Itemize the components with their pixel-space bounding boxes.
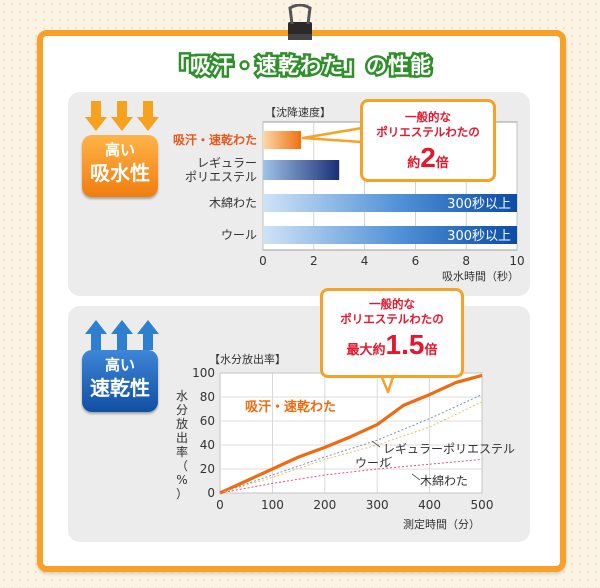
x-axis-label: 測定時間（分） (403, 517, 480, 531)
x-tick-label: 500 (471, 498, 494, 512)
page-title: 「吸汗・速乾わた」の性能 (166, 52, 434, 81)
category-label: ウール (221, 228, 257, 242)
x-tick-label: 300 (366, 498, 389, 512)
y-tick-label: 80 (200, 390, 215, 404)
y-axis-label-char: 率 (176, 444, 188, 459)
leader-line (371, 440, 381, 448)
y-tick-label: 20 (200, 462, 215, 476)
y-axis-label-char: 分 (176, 403, 188, 417)
callout-number: 2 (420, 142, 436, 173)
series-line (219, 394, 483, 494)
series-label: ウール (355, 456, 391, 470)
category-label: 木綿わた (209, 196, 257, 210)
y-axis-label-char: 出 (176, 431, 188, 445)
binder-clip-icon (288, 4, 312, 40)
y-axis-label-char: 水 (176, 389, 188, 403)
x-tick-label: 6 (412, 254, 420, 268)
leader-line (379, 456, 393, 463)
bar (263, 226, 517, 244)
high-absorbency-badge: 高い 吸水性 (82, 135, 158, 197)
category-label: ポリエステル (185, 170, 257, 184)
quick-dry-callout: 一般的な ポリエステルわたの 最大約1.5倍 (320, 288, 464, 378)
x-tick-label: 400 (418, 498, 441, 512)
y-tick-label: 100 (192, 366, 215, 380)
y-tick-label: 60 (200, 414, 215, 428)
series-label: 吸汗・速乾わた (245, 399, 336, 415)
bar (263, 160, 340, 180)
series-label: レギュラーポリエステル (383, 442, 515, 456)
y-axis-label-char: ） (176, 487, 188, 501)
category-label: レギュラー (197, 156, 257, 170)
x-tick-label: 0 (216, 498, 224, 512)
y-axis-label: 水分放出率（%） (176, 389, 188, 501)
x-tick-label: 4 (361, 254, 369, 268)
y-axis-label-char: % (176, 473, 187, 487)
x-tick-label: 100 (261, 498, 284, 512)
x-tick-label: 2 (310, 254, 318, 268)
chart-title: 【沈降速度】 (265, 105, 331, 119)
high-quick-dry-badge: 高い 速乾性 (82, 350, 158, 412)
x-tick-label: 8 (462, 254, 470, 268)
y-tick-label: 40 (200, 438, 215, 452)
series-line (219, 401, 483, 494)
bar (263, 131, 302, 149)
x-tick-label: 0 (259, 254, 267, 268)
category-label: 吸汗・速乾わた (173, 132, 257, 147)
bar (263, 194, 517, 212)
x-tick-label: 10 (509, 254, 524, 268)
down-arrows-icon (85, 101, 159, 131)
callout-number: 1.5 (385, 329, 425, 360)
chart-title: 【水分放出率】 (209, 352, 286, 366)
series-label: 木綿わた (420, 474, 468, 488)
leader-line (411, 473, 421, 481)
y-axis-label-char: 放 (176, 416, 188, 431)
series-line (219, 373, 483, 495)
absorbency-callout: 一般的な ポリエステルわたの 約2倍 (360, 99, 496, 182)
up-arrows-icon (85, 320, 159, 350)
bar-value-label: 300秒以上 (447, 197, 511, 212)
x-tick-label: 200 (313, 498, 336, 512)
y-tick-label: 0 (207, 486, 215, 500)
x-axis-label: 吸水時間（秒） (442, 269, 519, 283)
y-axis-label-char: （ (176, 459, 188, 473)
bar-value-label: 300秒以上 (447, 229, 511, 244)
series-line (219, 458, 483, 494)
